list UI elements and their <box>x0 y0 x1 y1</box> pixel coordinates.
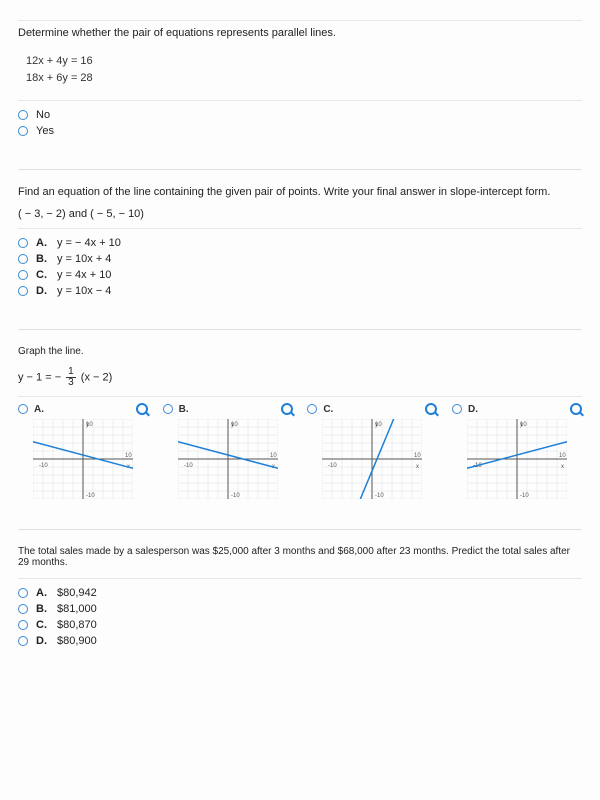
q4-option-c[interactable]: C. $80,870 <box>18 617 582 633</box>
q4-option-a[interactable]: A. $80,942 <box>18 585 582 601</box>
option-text: $80,942 <box>57 587 97 599</box>
svg-text:y: y <box>375 422 378 428</box>
graph-b: -101010-10yx <box>178 419 278 499</box>
svg-text:x: x <box>416 464 419 470</box>
radio-icon <box>18 636 28 646</box>
radio-icon <box>163 404 173 414</box>
q4-prompt: The total sales made by a salesperson wa… <box>18 546 582 568</box>
svg-text:x: x <box>561 464 564 470</box>
radio-icon <box>452 404 462 414</box>
svg-text:y: y <box>520 422 523 428</box>
q2-option-a[interactable]: A. y = − 4x + 10 <box>18 235 582 251</box>
svg-text:-10: -10 <box>184 463 193 469</box>
zoom-icon[interactable] <box>136 403 148 415</box>
q1-eq1: 12x + 4y = 16 <box>26 53 574 70</box>
option-letter: C. <box>36 269 47 281</box>
q2-options: A. y = − 4x + 10 B. y = 10x + 4 C. y = 4… <box>18 235 582 299</box>
svg-text:10: 10 <box>270 453 277 459</box>
q3-graph-options: A. -101010-10yx B. -101010-10yx C. -1 <box>18 403 582 499</box>
svg-text:-10: -10 <box>375 493 384 499</box>
eq-suffix: (x − 2) <box>81 371 112 383</box>
q3-option-d[interactable]: D. -101010-10yx <box>452 403 582 499</box>
zoom-icon[interactable] <box>281 403 293 415</box>
question-2: Find an equation of the line containing … <box>18 169 582 319</box>
q4-options: A. $80,942 B. $81,000 C. $80,870 D. $80,… <box>18 585 582 649</box>
q1-equations: 12x + 4y = 16 18x + 6y = 28 <box>18 49 582 90</box>
radio-icon <box>18 286 28 296</box>
q2-points: ( − 3, − 2) and ( − 5, − 10) <box>18 208 582 220</box>
svg-text:10: 10 <box>414 453 421 459</box>
radio-icon <box>18 604 28 614</box>
q1-option-yes[interactable]: Yes <box>18 123 582 139</box>
option-text: $81,000 <box>57 603 97 615</box>
option-text: $80,900 <box>57 635 97 647</box>
option-letter: A. <box>34 404 44 415</box>
option-letter: B. <box>179 404 189 415</box>
option-letter: C. <box>36 619 47 631</box>
q3-option-a[interactable]: A. -101010-10yx <box>18 403 148 499</box>
q3-option-b[interactable]: B. -101010-10yx <box>163 403 293 499</box>
eq-prefix: y − 1 = − <box>18 371 64 383</box>
zoom-icon[interactable] <box>570 403 582 415</box>
option-text: y = 10x − 4 <box>57 285 111 297</box>
q4-option-b[interactable]: B. $81,000 <box>18 601 582 617</box>
option-letter: D. <box>468 404 478 415</box>
radio-icon <box>307 404 317 414</box>
radio-icon <box>18 588 28 598</box>
option-letter: B. <box>36 603 47 615</box>
q1-options: No Yes <box>18 107 582 139</box>
option-label: Yes <box>36 125 54 137</box>
option-text: y = − 4x + 10 <box>57 237 121 249</box>
svg-text:-10: -10 <box>328 463 337 469</box>
question-3: Graph the line. y − 1 = − 1 3 (x − 2) A.… <box>18 329 582 519</box>
svg-text:y: y <box>231 422 234 428</box>
option-letter: C. <box>323 404 333 415</box>
option-text: $80,870 <box>57 619 97 631</box>
svg-text:-10: -10 <box>86 493 95 499</box>
svg-text:y: y <box>86 422 89 428</box>
radio-icon <box>18 110 28 120</box>
q2-prompt: Find an equation of the line containing … <box>18 186 582 198</box>
svg-text:10: 10 <box>125 453 132 459</box>
graph-d: -101010-10yx <box>467 419 567 499</box>
q2-option-b[interactable]: B. y = 10x + 4 <box>18 251 582 267</box>
svg-text:-10: -10 <box>520 493 529 499</box>
q4-option-d[interactable]: D. $80,900 <box>18 633 582 649</box>
option-text: y = 4x + 10 <box>57 269 111 281</box>
svg-text:-10: -10 <box>231 493 240 499</box>
radio-icon <box>18 620 28 630</box>
option-text: y = 10x + 4 <box>57 253 111 265</box>
zoom-icon[interactable] <box>425 403 437 415</box>
q1-prompt: Determine whether the pair of equations … <box>18 27 582 39</box>
q1-eq2: 18x + 6y = 28 <box>26 70 574 87</box>
option-letter: D. <box>36 285 47 297</box>
radio-icon <box>18 404 28 414</box>
option-letter: B. <box>36 253 47 265</box>
q3-option-c[interactable]: C. -101010-10yx <box>307 403 437 499</box>
radio-icon <box>18 126 28 136</box>
svg-text:-10: -10 <box>39 463 48 469</box>
q2-option-c[interactable]: C. y = 4x + 10 <box>18 267 582 283</box>
q3-equation: y − 1 = − 1 3 (x − 2) <box>18 367 582 388</box>
q2-option-d[interactable]: D. y = 10x − 4 <box>18 283 582 299</box>
option-letter: D. <box>36 635 47 647</box>
option-label: No <box>36 109 50 121</box>
radio-icon <box>18 270 28 280</box>
graph-c: -101010-10yx <box>322 419 422 499</box>
option-letter: A. <box>36 237 47 249</box>
q1-option-no[interactable]: No <box>18 107 582 123</box>
fraction: 1 3 <box>66 367 76 388</box>
frac-den: 3 <box>66 378 76 388</box>
graph-a: -101010-10yx <box>33 419 133 499</box>
radio-icon <box>18 254 28 264</box>
option-letter: A. <box>36 587 47 599</box>
q3-prompt: Graph the line. <box>18 346 582 357</box>
svg-text:10: 10 <box>559 453 566 459</box>
radio-icon <box>18 238 28 248</box>
question-1: Determine whether the pair of equations … <box>18 20 582 159</box>
question-4: The total sales made by a salesperson wa… <box>18 529 582 669</box>
